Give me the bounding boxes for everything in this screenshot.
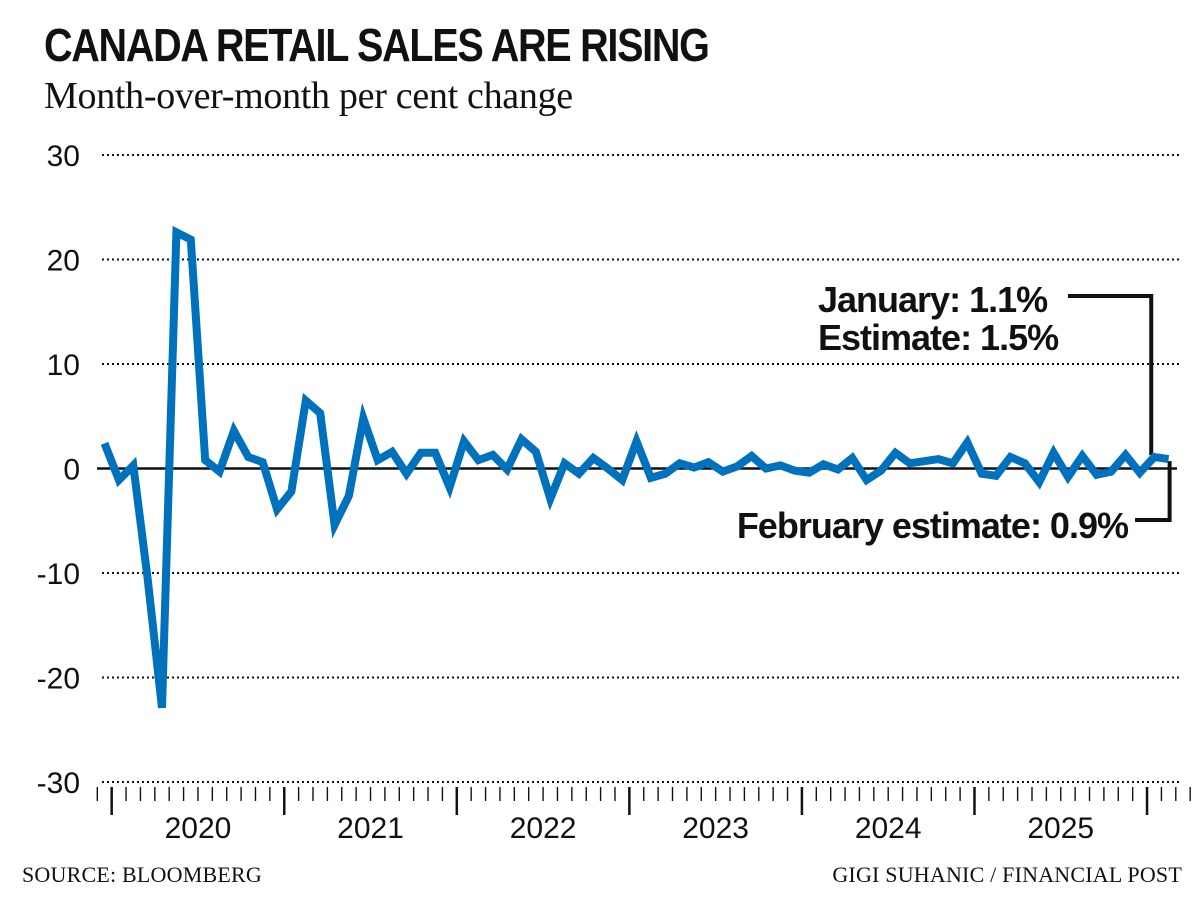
y-tick-label: 10 bbox=[47, 349, 80, 382]
y-tick-label: 0 bbox=[63, 454, 80, 487]
x-tick-label: 2022 bbox=[510, 812, 577, 845]
annotation-leaders bbox=[1068, 294, 1172, 522]
y-tick-label: 20 bbox=[47, 245, 80, 278]
data-points bbox=[104, 232, 1169, 708]
annotation-label-february: February estimate: 0.9% bbox=[737, 505, 1129, 546]
y-tick-label: 30 bbox=[47, 140, 80, 173]
x-tick-label: 2025 bbox=[1027, 812, 1094, 845]
credit-note: GIGI SUHANIC / FINANCIAL POST bbox=[832, 862, 1182, 887]
y-axis: 30 20 10 0 -10 -20 -30 bbox=[37, 140, 80, 800]
source-note: SOURCE: BLOOMBERG bbox=[22, 862, 262, 887]
annotation-label-january: January: 1.1% bbox=[818, 279, 1048, 320]
y-tick-label: -10 bbox=[37, 558, 80, 591]
x-tick-label: 2020 bbox=[165, 812, 232, 845]
x-axis: 2020 2021 2022 2023 2024 2025 bbox=[96, 787, 1191, 845]
chart-title: CANADA RETAIL SALES ARE RISING bbox=[44, 19, 710, 71]
y-tick-label: -20 bbox=[37, 663, 80, 696]
leader-line-february bbox=[1135, 461, 1172, 522]
y-tick-label: -30 bbox=[37, 767, 80, 800]
annotation-label-january: Estimate: 1.5% bbox=[818, 317, 1059, 358]
x-tick-label: 2024 bbox=[855, 812, 922, 845]
leader-line-january bbox=[1068, 294, 1154, 456]
chart-subtitle: Month-over-month per cent change bbox=[44, 75, 573, 117]
x-tick-label: 2023 bbox=[682, 812, 749, 845]
x-tick-label: 2021 bbox=[337, 812, 404, 845]
annotations: January: 1.1%Estimate: 1.5% February esti… bbox=[737, 279, 1130, 546]
